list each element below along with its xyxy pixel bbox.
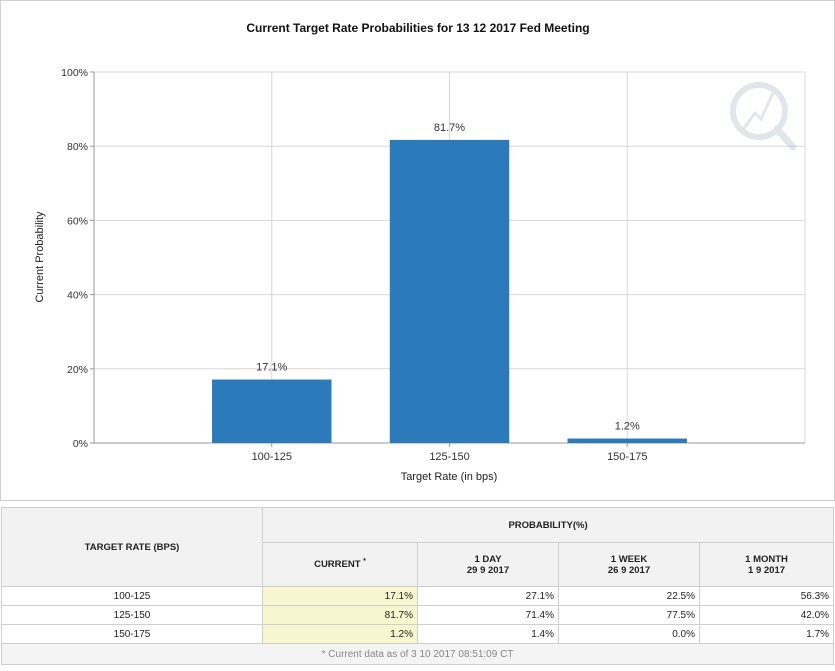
- footnote: * Current data as of 3 10 2017 08:51:09 …: [0, 643, 835, 665]
- chart-title: Current Target Rate Probabilities for 13…: [246, 21, 589, 35]
- target-rate-header: TARGET RATE (BPS): [1, 507, 263, 587]
- y-tick-label: 80%: [67, 141, 88, 153]
- table-row: 100-125 17.1% 27.1% 22.5% 56.3%: [1, 586, 835, 606]
- current-cell: 81.7%: [262, 605, 418, 625]
- col-1day-header: 1 DAY 29 9 2017: [417, 542, 559, 587]
- rate-cell: 150-175: [1, 624, 263, 644]
- y-tick-label: 60%: [67, 215, 88, 227]
- x-tick-label: 100-125: [252, 451, 292, 463]
- rate-cell: 100-125: [1, 586, 263, 606]
- x-tick-label: 125-150: [429, 451, 469, 463]
- col-1week-label: 1 WEEK: [610, 553, 648, 565]
- one-day-cell: 27.1%: [417, 586, 559, 606]
- probability-table: TARGET RATE (BPS) PROBABILITY(%) CURRENT…: [0, 507, 835, 665]
- labels: 0% 20% 40% 60% 80% 100% 17.1% 100-125 81.7% 125-1…: [61, 67, 647, 463]
- one-day-cell: 71.4%: [417, 605, 559, 625]
- bars: [212, 139, 687, 443]
- current-cell: 1.2%: [262, 624, 418, 644]
- one-day-cell: 1.4%: [417, 624, 559, 644]
- x-axis-title: Target Rate (in bps): [401, 471, 498, 483]
- col-current-header: CURRENT *: [262, 542, 418, 587]
- bar: [212, 379, 332, 443]
- watermark-logo-icon: [730, 82, 797, 151]
- current-cell: 17.1%: [262, 586, 418, 606]
- y-axis-title: Current Probability: [34, 211, 46, 303]
- col-1month-label: 1 MONTH: [745, 553, 788, 565]
- bar: [567, 438, 687, 443]
- one-month-cell: 42.0%: [698, 605, 835, 625]
- current-note-marker: *: [363, 558, 366, 566]
- bar: [389, 139, 510, 443]
- col-1month-date: 1 9 2017: [748, 564, 786, 576]
- chart-panel: Current Target Rate Probabilities for 13…: [0, 0, 835, 501]
- one-week-cell: 77.5%: [558, 605, 700, 625]
- x-tick-label: 150-175: [607, 451, 647, 463]
- table-row: 150-175 1.2% 1.4% 0.0% 1.7%: [1, 624, 835, 644]
- col-1week-date: 26 9 2017: [607, 564, 651, 576]
- col-1day-date: 29 9 2017: [466, 564, 510, 576]
- y-tick-label: 100%: [61, 67, 88, 79]
- one-week-cell: 22.5%: [558, 586, 700, 606]
- bar-data-label: 17.1%: [256, 362, 287, 374]
- table-row: 125-150 81.7% 71.4% 77.5% 42.0%: [1, 605, 835, 625]
- probability-header: PROBABILITY(%): [261, 507, 835, 543]
- col-1week-header: 1 WEEK 26 9 2017: [558, 542, 700, 587]
- col-current-label: CURRENT: [314, 559, 361, 571]
- y-tick-label: 40%: [67, 290, 88, 302]
- one-month-cell: 56.3%: [698, 586, 835, 606]
- bar-data-label: 1.2%: [615, 421, 640, 433]
- one-week-cell: 0.0%: [558, 624, 700, 644]
- y-tick-label: 20%: [67, 364, 88, 376]
- probability-table-container: TARGET RATE (BPS) PROBABILITY(%) CURRENT…: [0, 507, 835, 665]
- bar-chart: Current Target Rate Probabilities for 13…: [34, 21, 806, 483]
- y-tick-label: 0%: [73, 438, 88, 450]
- col-1month-header: 1 MONTH 1 9 2017: [698, 542, 835, 587]
- rate-cell: 125-150: [1, 605, 263, 625]
- bar-data-label: 81.7%: [434, 122, 465, 134]
- col-1day-label: 1 DAY: [474, 553, 502, 565]
- one-month-cell: 1.7%: [698, 624, 835, 644]
